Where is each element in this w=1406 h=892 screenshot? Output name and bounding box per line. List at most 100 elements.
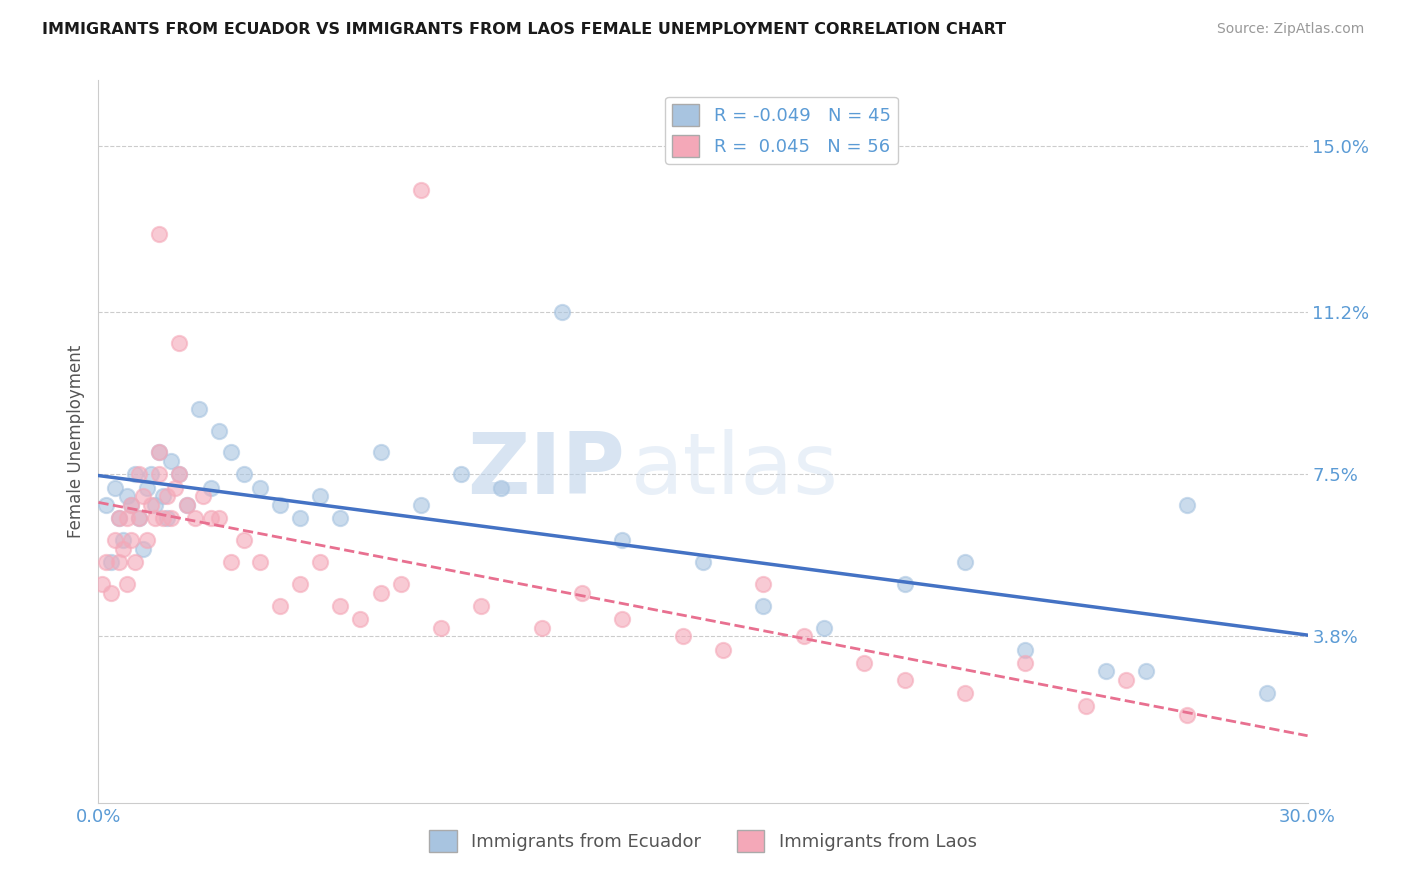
- Point: [329, 511, 352, 525]
- Point: [1175, 708, 1198, 723]
- Point: [96, 498, 118, 512]
- Point: [309, 489, 332, 503]
- Text: atlas: atlas: [630, 429, 838, 512]
- Point: [1175, 498, 1198, 512]
- Point: [188, 401, 211, 416]
- Point: [139, 498, 162, 512]
- Point: [329, 599, 352, 613]
- Point: [491, 481, 513, 495]
- Point: [167, 336, 190, 351]
- Point: [148, 227, 170, 241]
- Point: [152, 511, 174, 525]
- Point: [470, 599, 492, 613]
- Point: [288, 577, 311, 591]
- Point: [249, 481, 271, 495]
- Point: [193, 489, 215, 503]
- Point: [135, 481, 157, 495]
- Point: [148, 445, 170, 459]
- Point: [288, 511, 311, 525]
- Point: [409, 498, 432, 512]
- Point: [160, 454, 183, 468]
- Point: [132, 541, 155, 556]
- Point: [349, 612, 371, 626]
- Text: Source: ZipAtlas.com: Source: ZipAtlas.com: [1216, 22, 1364, 37]
- Point: [111, 541, 134, 556]
- Point: [612, 533, 634, 547]
- Point: [1256, 686, 1278, 700]
- Point: [1014, 656, 1036, 670]
- Point: [409, 183, 432, 197]
- Point: [309, 555, 332, 569]
- Point: [148, 467, 170, 482]
- Point: [711, 642, 734, 657]
- Point: [167, 467, 190, 482]
- Point: [813, 621, 835, 635]
- Point: [111, 533, 134, 547]
- Point: [103, 481, 125, 495]
- Point: [893, 673, 915, 688]
- Point: [200, 511, 222, 525]
- Point: [953, 555, 976, 569]
- Point: [128, 467, 150, 482]
- Point: [107, 511, 129, 525]
- Point: [232, 467, 254, 482]
- Point: [612, 612, 634, 626]
- Point: [571, 585, 593, 599]
- Point: [120, 533, 142, 547]
- Point: [1135, 665, 1157, 679]
- Point: [184, 511, 207, 525]
- Point: [176, 498, 198, 512]
- Point: [132, 489, 155, 503]
- Point: [200, 481, 222, 495]
- Point: [115, 577, 138, 591]
- Point: [221, 555, 243, 569]
- Point: [551, 305, 574, 319]
- Point: [107, 511, 129, 525]
- Point: [135, 533, 157, 547]
- Point: [176, 498, 198, 512]
- Point: [120, 498, 142, 512]
- Point: [389, 577, 412, 591]
- Point: [450, 467, 472, 482]
- Point: [139, 467, 162, 482]
- Point: [96, 555, 118, 569]
- Point: [1115, 673, 1137, 688]
- Point: [370, 445, 392, 459]
- Point: [1095, 665, 1118, 679]
- Point: [156, 511, 179, 525]
- Point: [152, 489, 174, 503]
- Point: [124, 555, 146, 569]
- Point: [752, 599, 775, 613]
- Point: [163, 481, 186, 495]
- Point: [143, 498, 166, 512]
- Point: [793, 629, 815, 643]
- Point: [692, 555, 714, 569]
- Point: [370, 585, 392, 599]
- Point: [530, 621, 553, 635]
- Point: [232, 533, 254, 547]
- Point: [107, 555, 129, 569]
- Point: [120, 498, 142, 512]
- Point: [208, 511, 231, 525]
- Point: [128, 511, 150, 525]
- Point: [430, 621, 453, 635]
- Point: [100, 555, 122, 569]
- Point: [128, 511, 150, 525]
- Point: [103, 533, 125, 547]
- Point: [853, 656, 876, 670]
- Point: [143, 511, 166, 525]
- Point: [91, 577, 114, 591]
- Point: [1074, 699, 1097, 714]
- Point: [893, 577, 915, 591]
- Y-axis label: Female Unemployment: Female Unemployment: [66, 345, 84, 538]
- Point: [167, 467, 190, 482]
- Point: [208, 424, 231, 438]
- Point: [100, 585, 122, 599]
- Point: [752, 577, 775, 591]
- Point: [115, 489, 138, 503]
- Point: [148, 445, 170, 459]
- Point: [249, 555, 271, 569]
- Point: [672, 629, 695, 643]
- Text: ZIP: ZIP: [467, 429, 624, 512]
- Legend: Immigrants from Ecuador, Immigrants from Laos: Immigrants from Ecuador, Immigrants from…: [422, 822, 984, 859]
